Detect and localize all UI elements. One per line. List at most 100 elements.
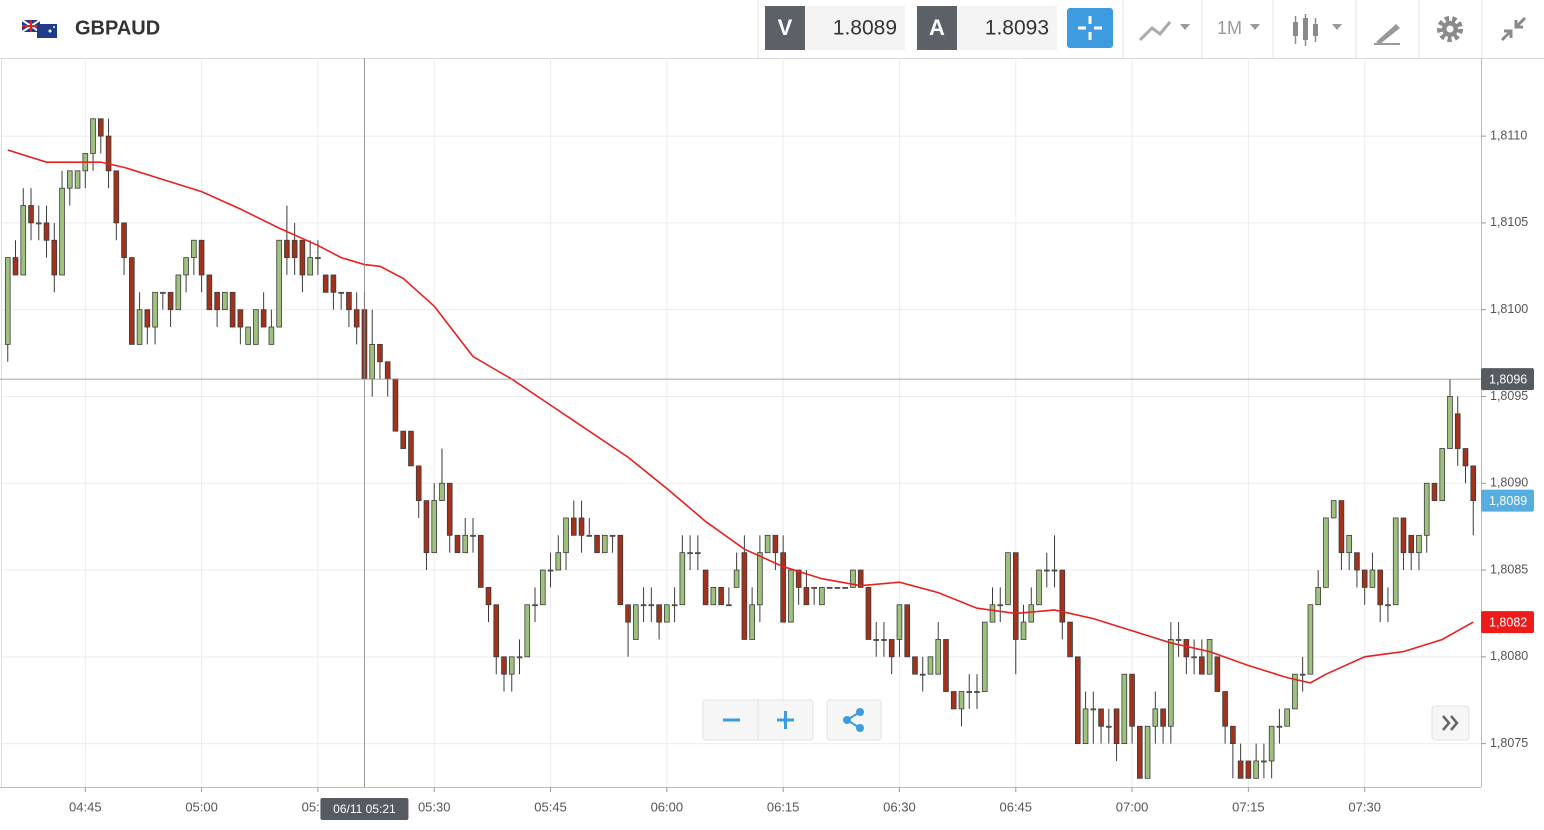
candle-body [4, 257, 11, 345]
candle-body [803, 586, 810, 606]
candle-body [1168, 639, 1174, 727]
candle-body [1315, 586, 1321, 606]
candle-body [842, 586, 848, 589]
x-tick-label: 04:45 [69, 799, 102, 814]
y-tick-label: 1,8080 [1490, 649, 1528, 663]
candle-body [291, 239, 298, 259]
y-tick-label: 1,8105 [1490, 215, 1528, 229]
candle-body [1330, 500, 1337, 519]
candle-body [919, 673, 926, 676]
candle-body [237, 309, 244, 328]
candle-body [268, 326, 275, 345]
candle-body [66, 170, 73, 189]
candle-body [594, 534, 600, 554]
price-tag-label: 1,8082 [1489, 615, 1527, 629]
candle-body [563, 517, 569, 554]
candle-body [423, 500, 430, 554]
bid-label: V [778, 15, 793, 40]
candle-body [1106, 725, 1112, 728]
candle-body [555, 552, 562, 571]
collapse-button[interactable] [1500, 16, 1527, 42]
candle-body [873, 639, 879, 641]
zoom-controls [702, 699, 882, 741]
plot-area [0, 58, 1481, 787]
candle-body [772, 534, 779, 554]
candle-body [353, 309, 360, 328]
candle-body [726, 604, 732, 607]
candle-body [648, 604, 655, 607]
candle-body [198, 239, 205, 276]
candle-body [912, 656, 918, 675]
candle-body [454, 534, 461, 554]
candle-body [795, 569, 802, 588]
crosshair-icon [1078, 16, 1102, 40]
candle-body [28, 205, 34, 224]
zoom-in[interactable] [777, 711, 794, 729]
candle-body [508, 656, 515, 675]
candle-body [943, 639, 949, 692]
candle-body [1152, 708, 1159, 727]
bid-box[interactable] [765, 6, 805, 50]
candle-body [136, 309, 143, 345]
candle-body [1012, 552, 1019, 640]
candle-body [1408, 534, 1415, 554]
x-tick-label: 06:45 [999, 799, 1032, 814]
candle-body [1253, 760, 1259, 779]
x-tick-label: 07:30 [1348, 799, 1381, 814]
candle-type-button[interactable] [1293, 14, 1342, 46]
ask-box[interactable] [917, 6, 957, 50]
candle-body [857, 569, 864, 588]
candle-body [950, 691, 957, 710]
scroll-end-button[interactable] [1431, 705, 1470, 741]
crosshair-x-tag [320, 798, 409, 820]
candle-body [346, 291, 352, 311]
settings-button[interactable] [1437, 16, 1463, 42]
candle-body [260, 309, 267, 328]
timeframe[interactable]: 1M [1217, 18, 1242, 38]
candle-body [671, 604, 678, 607]
bid-value-box [805, 6, 905, 50]
candle-body [888, 639, 895, 658]
x-tick-label: 06:30 [883, 799, 916, 814]
draw-button[interactable] [1374, 24, 1400, 45]
candle-body [834, 586, 841, 589]
candle-body [617, 534, 624, 606]
candle-body [547, 569, 554, 572]
candle-body [222, 291, 228, 311]
candle-body [1144, 725, 1151, 779]
crosshair-button[interactable] [1067, 8, 1113, 48]
moving-average [7, 149, 1474, 684]
share-button[interactable] [843, 708, 864, 732]
candle-body [1059, 569, 1066, 623]
candle-body [400, 430, 407, 449]
candle-body [1230, 725, 1236, 745]
candle-body [733, 569, 740, 588]
candle-body [881, 639, 887, 641]
candle-body [570, 517, 577, 536]
candle-body [1206, 639, 1213, 675]
candle-body [330, 274, 337, 293]
y-tick-label: 1,8075 [1490, 736, 1528, 750]
candle-body [152, 291, 158, 328]
timeframe-caret [1250, 24, 1260, 30]
candle-body [1129, 673, 1135, 727]
candle-body [1431, 482, 1438, 502]
candle-body [1400, 517, 1407, 554]
price-tag-label: 1,8089 [1489, 494, 1527, 508]
chart-type-button[interactable] [1138, 21, 1190, 42]
bid-value: 1.8089 [833, 17, 897, 40]
x-tick-label: 06:00 [651, 799, 684, 814]
candle-body [322, 274, 329, 293]
candle-body [307, 257, 313, 276]
candle-body [1199, 656, 1205, 675]
candle-body [1323, 517, 1329, 588]
candle-body [1082, 708, 1089, 745]
candle-body [1051, 569, 1058, 572]
candle-body [431, 500, 438, 554]
candle-body [35, 222, 42, 225]
candle-body [493, 604, 500, 658]
candle-body [1462, 448, 1469, 467]
candle-body [896, 604, 903, 640]
candle-body [788, 569, 794, 623]
